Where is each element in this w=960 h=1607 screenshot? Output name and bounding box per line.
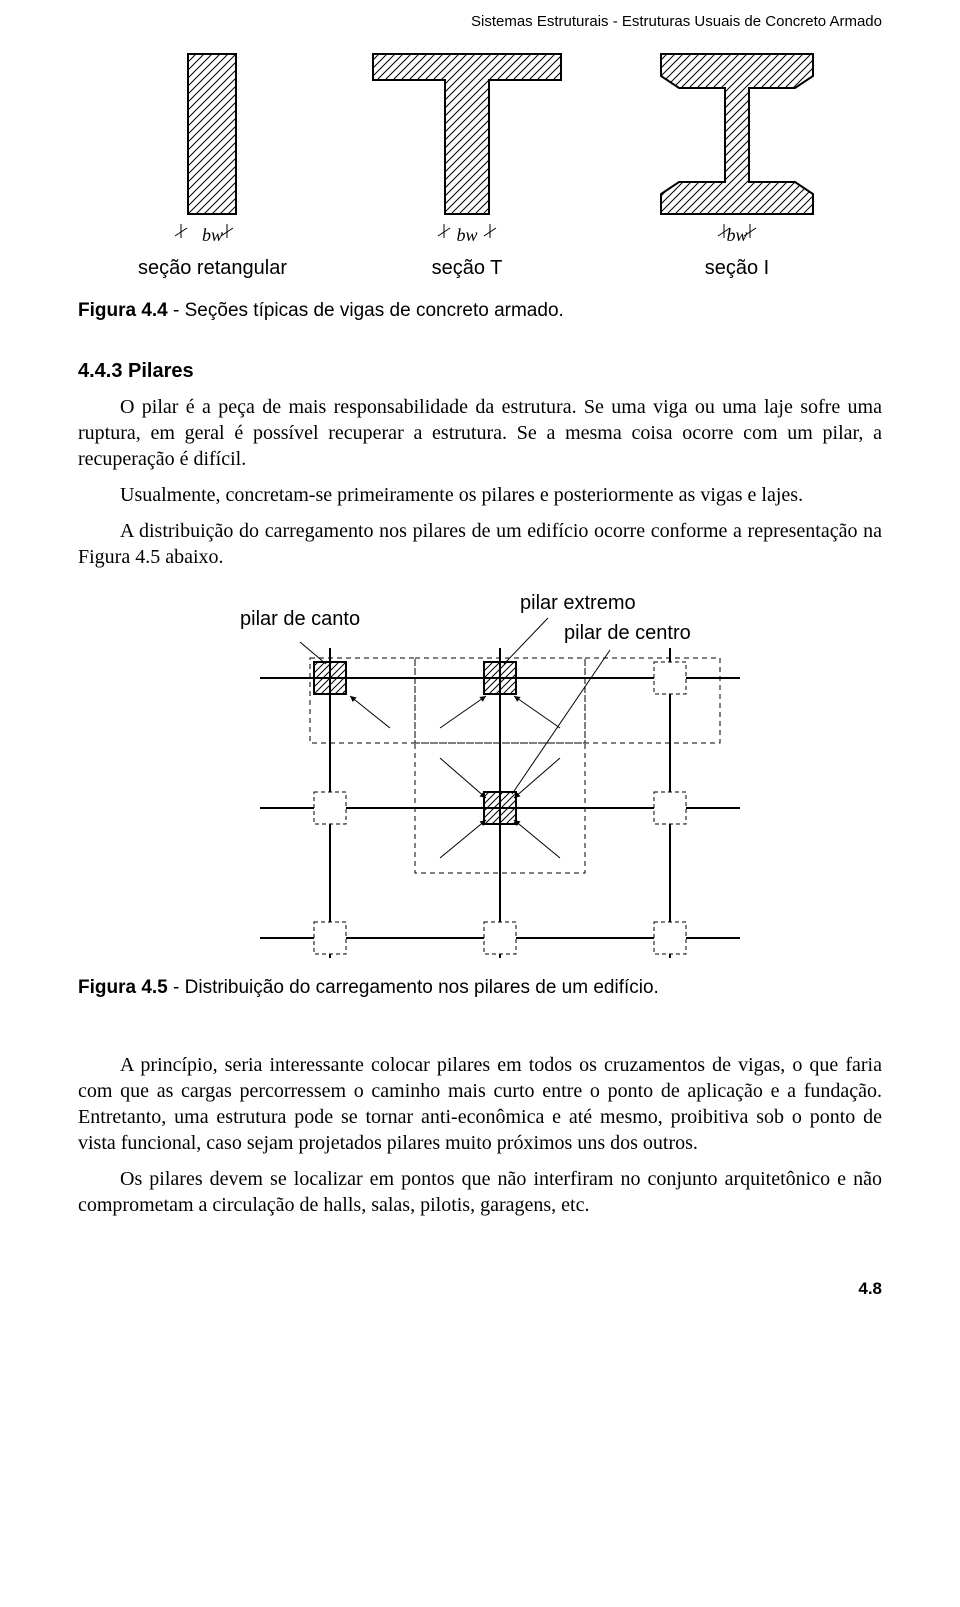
label-corner: pilar de canto <box>240 606 360 632</box>
caption-t: seção T <box>432 255 503 281</box>
section-rectangular: bw seção retangular <box>138 50 287 281</box>
section-t-svg <box>367 50 567 220</box>
subsection-4-4-3: 4.4.3 Pilares <box>78 358 882 384</box>
label-center: pilar de centro <box>564 620 691 646</box>
pillar-plan-svg <box>200 598 760 958</box>
figure-4-5-rest: - Distribuição do carregamento nos pilar… <box>168 977 659 998</box>
bw-label-i: bw <box>720 224 753 247</box>
section-rectangular-svg <box>176 50 248 220</box>
bw-label-t: bw <box>450 224 483 247</box>
para-4: A princípio, seria interessante colocar … <box>78 1052 882 1156</box>
bw-label-rect: bw <box>196 224 229 247</box>
caption-i: seção I <box>705 255 769 281</box>
section-i: bw seção I <box>647 50 827 281</box>
figure-4-5-caption: Figura 4.5 - Distribuição do carregament… <box>78 976 882 1001</box>
para-3: A distribuição do carregamento nos pilar… <box>78 518 882 570</box>
para-1: O pilar é a peça de mais responsabilidad… <box>78 394 882 472</box>
pillar-figure-wrap: pilar de canto pilar extremo pilar de ce… <box>200 598 760 958</box>
figure-4-4-rest: - Seções típicas de vigas de concreto ar… <box>168 300 564 321</box>
figure-4-4-caption: Figura 4.4 - Seções típicas de vigas de … <box>78 299 882 324</box>
section-i-svg <box>647 50 827 220</box>
figure-4-5-prefix: Figura 4.5 <box>78 977 168 998</box>
caption-rect: seção retangular <box>138 255 287 281</box>
para-2: Usualmente, concretam-se primeiramente o… <box>78 482 882 508</box>
page-header: Sistemas Estruturais - Estruturas Usuais… <box>78 12 882 32</box>
beam-sections-figure: bw seção retangular bw seção T <box>138 50 882 281</box>
section-t: bw seção T <box>367 50 567 281</box>
figure-4-4-prefix: Figura 4.4 <box>78 300 168 321</box>
label-edge: pilar extremo <box>520 590 636 616</box>
page-number: 4.8 <box>78 1278 882 1300</box>
para-5: Os pilares devem se localizar em pontos … <box>78 1166 882 1218</box>
